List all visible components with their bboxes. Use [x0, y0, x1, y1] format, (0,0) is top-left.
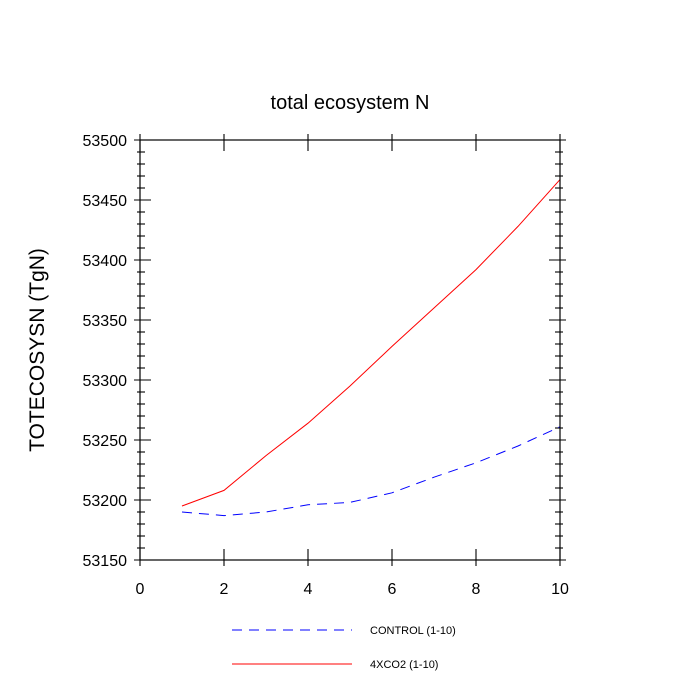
y-tick-label: 53450 — [83, 193, 128, 210]
y-tick-label: 53200 — [83, 493, 128, 510]
legend: CONTROL (1-10) 4XCO2 (1-10) — [232, 625, 456, 671]
x-tick-label: 10 — [551, 581, 569, 598]
x-tick-label: 0 — [136, 581, 145, 598]
x-tick-label: 2 — [220, 581, 229, 598]
y-tick-label: 53250 — [83, 433, 128, 450]
series-layer — [181, 179, 561, 517]
y-tick-label: 53400 — [83, 253, 128, 270]
legend-label: 4XCO2 (1-10) — [370, 659, 438, 671]
y-tick-label: 53500 — [83, 133, 128, 150]
x-tick-label: 4 — [304, 581, 313, 598]
y-tick-label: 53350 — [83, 313, 128, 330]
y-axis-label: TOTECOSYSN (TgN) — [26, 248, 49, 452]
x-tick-label: 8 — [472, 581, 481, 598]
legend-label: CONTROL (1-10) — [370, 625, 456, 637]
y-tick-label: 53150 — [83, 553, 128, 570]
axis-ticks — [134, 134, 566, 566]
series-line-control — [181, 426, 561, 517]
plot-frame — [139, 139, 561, 561]
y-tick-labels: 53150 53200 53250 53300 53350 53400 53450 53500 — [83, 133, 128, 570]
x-tick-labels: 0 2 4 6 8 10 — [136, 581, 569, 598]
x-tick-label: 6 — [388, 581, 397, 598]
chart-title: total ecosystem N — [271, 92, 430, 114]
series-line-4xco2 — [181, 179, 561, 507]
y-tick-label: 53300 — [83, 373, 128, 390]
